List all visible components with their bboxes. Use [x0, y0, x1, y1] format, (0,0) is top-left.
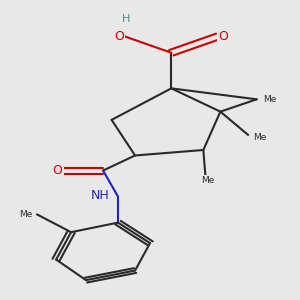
Text: Me: Me	[253, 133, 267, 142]
Text: O: O	[218, 30, 228, 43]
Text: H: H	[122, 14, 131, 23]
Text: Me: Me	[19, 210, 33, 219]
Text: Me: Me	[263, 95, 276, 104]
Text: O: O	[53, 164, 62, 177]
Text: O: O	[115, 30, 124, 43]
Text: NH: NH	[91, 189, 110, 202]
Text: Me: Me	[201, 176, 214, 184]
